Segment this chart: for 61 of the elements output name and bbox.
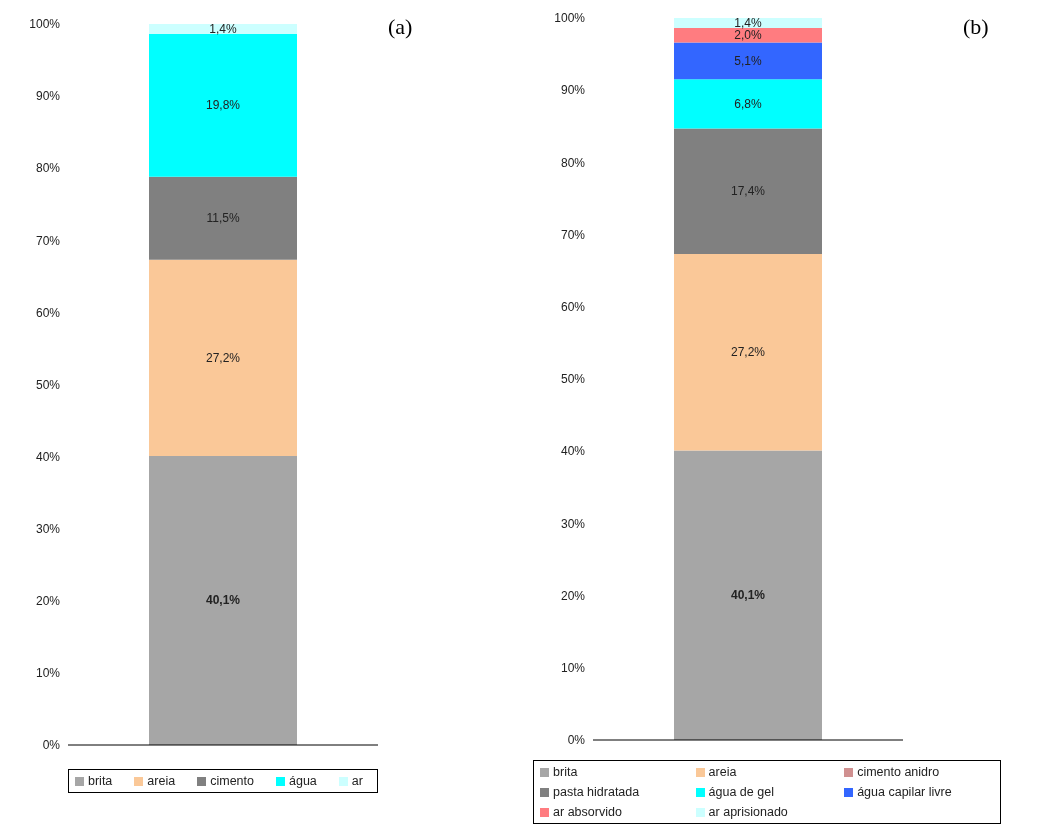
- data-label: 1,4%: [209, 22, 237, 37]
- y-tick-label: 80%: [35, 161, 61, 176]
- data-label: 40,1%: [205, 593, 241, 608]
- bar: [149, 34, 297, 177]
- legend-label: água capilar livre: [856, 785, 953, 799]
- y-tick-label: 30%: [35, 521, 61, 536]
- legend-label: água: [288, 774, 318, 788]
- y-tick-label: 50%: [561, 372, 586, 387]
- data-label: 27,2%: [205, 350, 241, 365]
- y-tick-label: 60%: [35, 305, 61, 320]
- data-label: 40,1%: [731, 588, 766, 603]
- bar: [674, 254, 823, 451]
- bar: [674, 79, 823, 129]
- y-tick-label: 0%: [42, 738, 61, 753]
- y-tick-label: 50%: [35, 377, 61, 392]
- y-tick-label: 20%: [35, 594, 61, 609]
- y-tick-label: 40%: [561, 444, 586, 459]
- bar: [149, 24, 297, 35]
- legend-label: areia: [707, 765, 738, 779]
- y-tick-label: 0%: [567, 733, 586, 748]
- legend-label: cimento: [209, 774, 255, 788]
- data-label: 1,4%: [734, 16, 763, 31]
- legend-label: areia: [146, 774, 177, 788]
- y-tick-label: 10%: [35, 666, 61, 681]
- legend-label: ar absorvido: [552, 805, 623, 819]
- legend-label: cimento anidro: [856, 765, 941, 779]
- bar: [674, 128, 823, 255]
- legend-label: pasta hidratada: [552, 785, 641, 799]
- y-tick-label: 60%: [561, 300, 586, 315]
- bar: [674, 28, 823, 43]
- y-tick-label: 100%: [29, 17, 61, 32]
- bar: [674, 42, 823, 80]
- y-tick-label: 30%: [561, 516, 586, 531]
- y-tick-label: 80%: [561, 155, 586, 170]
- y-tick-label: 90%: [35, 89, 61, 104]
- bar: [674, 450, 823, 740]
- y-tick-label: 20%: [561, 588, 586, 603]
- legend-label: brita: [87, 774, 114, 788]
- data-label: 27,2%: [731, 345, 766, 360]
- bar: [149, 176, 297, 260]
- y-tick-label: 100%: [554, 11, 586, 26]
- y-tick-label: 10%: [561, 661, 586, 676]
- data-label: 2,0%: [734, 28, 763, 43]
- y-tick-label: 70%: [561, 227, 586, 242]
- bar: [674, 18, 823, 29]
- legend-label: brita: [552, 765, 579, 779]
- text: (b): [963, 14, 989, 40]
- legend-label: água de gel: [707, 785, 775, 799]
- bar: [149, 259, 297, 456]
- data-label: 11,5%: [206, 211, 240, 226]
- y-tick-label: 70%: [35, 233, 61, 248]
- bar: [149, 455, 297, 745]
- data-label: 5,1%: [734, 53, 763, 68]
- data-label: 19,8%: [205, 98, 241, 113]
- data-label: 17,4%: [731, 184, 766, 199]
- y-tick-label: 90%: [561, 83, 586, 98]
- y-tick-label: 40%: [35, 449, 61, 464]
- legend-label: ar aprisionado: [707, 805, 789, 819]
- data-label: 6,8%: [734, 96, 763, 111]
- legend-label: ar: [350, 774, 364, 788]
- text: (a): [388, 14, 413, 40]
